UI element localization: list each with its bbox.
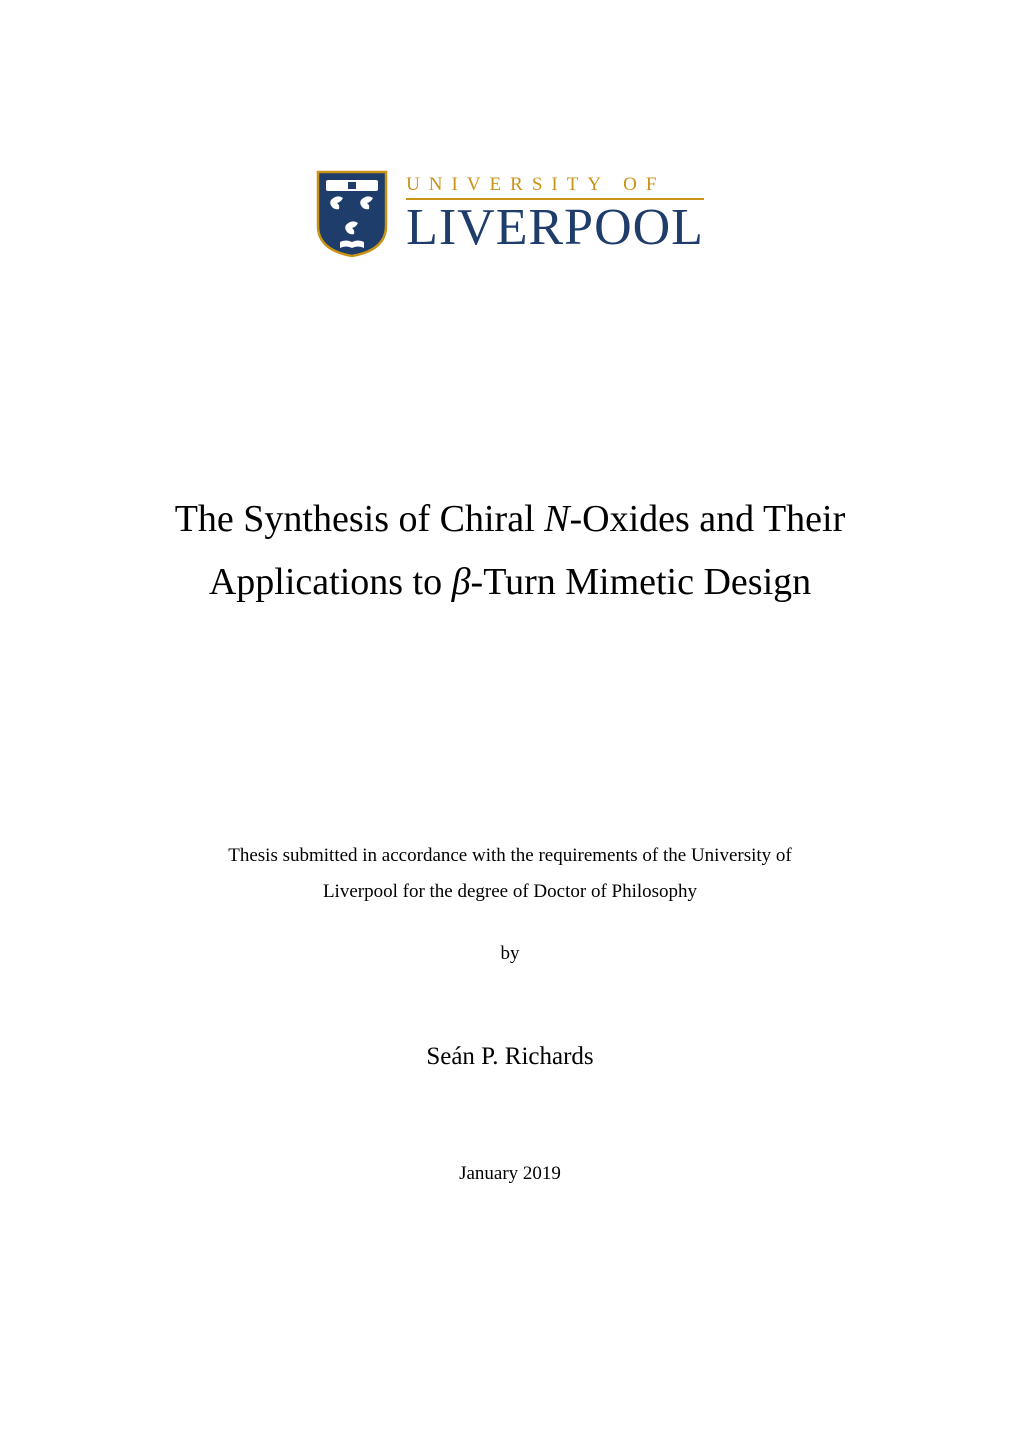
shield-icon	[316, 170, 388, 258]
title-text: Applications to	[209, 561, 452, 603]
author-name: Seán P. Richards	[426, 1043, 593, 1071]
submission-line-1: Thesis submitted in accordance with the …	[228, 838, 792, 874]
logo-lower-text: LIVERPOOL	[406, 202, 704, 254]
logo-text: UNIVERSITY OF LIVERPOOL	[406, 170, 704, 254]
title-line-2: Applications to β-Turn Mimetic Design	[175, 551, 846, 614]
thesis-title: The Synthesis of Chiral N-Oxides and The…	[175, 488, 846, 613]
submission-line-2: Liverpool for the degree of Doctor of Ph…	[228, 874, 792, 910]
submission-statement: Thesis submitted in accordance with the …	[228, 838, 792, 910]
title-italic-n: N	[544, 498, 569, 540]
title-text: -Oxides and Their	[569, 498, 845, 540]
university-logo: UNIVERSITY OF LIVERPOOL	[316, 170, 704, 258]
thesis-title-page: UNIVERSITY OF LIVERPOOL The Synthesis of…	[0, 0, 1020, 1442]
title-italic-beta: β	[452, 561, 471, 603]
title-line-1: The Synthesis of Chiral N-Oxides and The…	[175, 488, 846, 551]
title-text: The Synthesis of Chiral	[175, 498, 544, 540]
title-text: -Turn Mimetic Design	[471, 561, 812, 603]
by-label: by	[501, 943, 520, 965]
logo-upper-text: UNIVERSITY OF	[406, 174, 704, 200]
thesis-date: January 2019	[459, 1163, 561, 1185]
